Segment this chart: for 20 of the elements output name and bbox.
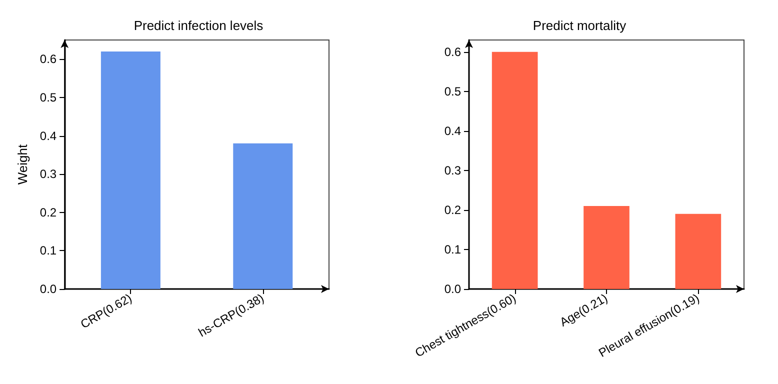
bar [584,206,630,289]
y-tick-label: 0.0 [40,282,57,296]
y-tick-label: 0.5 [40,90,57,104]
y-tick-label: 0.1 [40,244,57,258]
y-tick-label: 0.3 [40,167,57,182]
y-tick-label: 0.4 [40,128,57,143]
y-tick-label: 0.6 [444,44,462,59]
y-tick-label: 0.6 [40,52,57,66]
y-tick-label: 0.2 [40,205,57,220]
bar [492,52,538,289]
y-axis-title: Weight [15,144,30,185]
y-tick-label: 0.2 [444,202,462,217]
bar [675,214,722,289]
y-tick-label: 0.3 [444,163,462,178]
y-tick-label: 0.0 [444,282,462,296]
y-tick-label: 0.5 [444,84,462,98]
y-tick-label: 0.1 [444,242,462,256]
y-tick-label: 0.4 [444,124,462,138]
chart-title: Predict mortality [532,18,627,33]
chart-title: Predict infection levels [134,18,264,33]
